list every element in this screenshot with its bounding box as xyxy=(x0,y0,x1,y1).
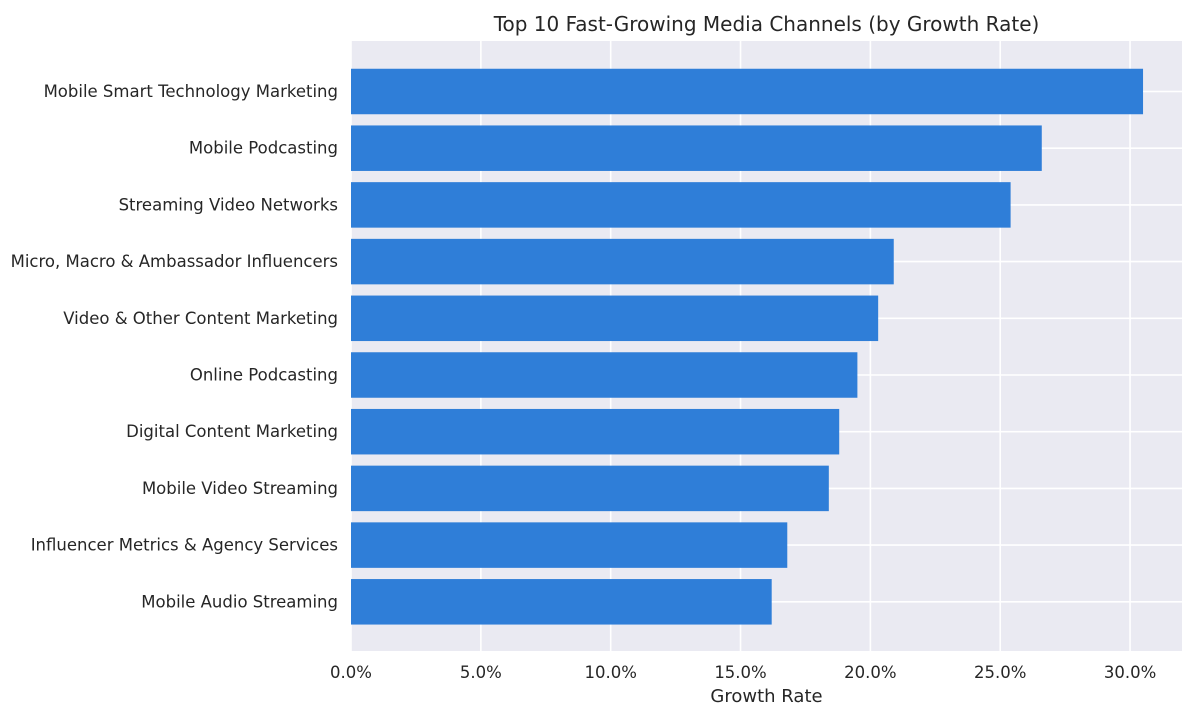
x-tick-label: 20.0% xyxy=(844,663,896,682)
category-label: Digital Content Marketing xyxy=(126,422,338,441)
category-label: Mobile Smart Technology Marketing xyxy=(44,82,338,101)
bar xyxy=(351,182,1011,228)
bar xyxy=(351,125,1042,171)
chart-title: Top 10 Fast-Growing Media Channels (by G… xyxy=(493,12,1040,36)
category-label: Video & Other Content Marketing xyxy=(63,309,338,328)
bar xyxy=(351,579,772,625)
category-label: Mobile Podcasting xyxy=(189,139,338,158)
x-tick-label: 25.0% xyxy=(974,663,1026,682)
bar xyxy=(351,408,840,455)
bar xyxy=(351,68,1144,115)
x-tick-label: 15.0% xyxy=(714,663,766,682)
bar xyxy=(351,295,879,342)
bars xyxy=(351,68,1144,625)
category-label: Online Podcasting xyxy=(190,366,338,385)
bar xyxy=(351,522,788,568)
x-tick-label: 0.0% xyxy=(330,663,372,682)
bar xyxy=(351,352,858,398)
x-tick-label: 10.0% xyxy=(584,663,636,682)
category-label: Streaming Video Networks xyxy=(119,195,338,214)
category-label: Micro, Macro & Ambassador Influencers xyxy=(11,252,338,271)
category-label: Influencer Metrics & Agency Services xyxy=(31,536,338,555)
category-labels: Mobile Smart Technology Marketing Mobile … xyxy=(11,82,338,611)
x-axis-label: Growth Rate xyxy=(710,686,822,707)
bar xyxy=(351,465,829,512)
x-tick-label: 30.0% xyxy=(1104,663,1156,682)
category-label: Mobile Video Streaming xyxy=(142,479,338,498)
x-tick-label: 5.0% xyxy=(460,663,502,682)
x-tick-labels: 0.0% 5.0% 10.0% 15.0% 20.0% 25.0% 30.0% xyxy=(330,663,1156,682)
bar xyxy=(351,238,894,285)
category-label: Mobile Audio Streaming xyxy=(141,592,338,611)
